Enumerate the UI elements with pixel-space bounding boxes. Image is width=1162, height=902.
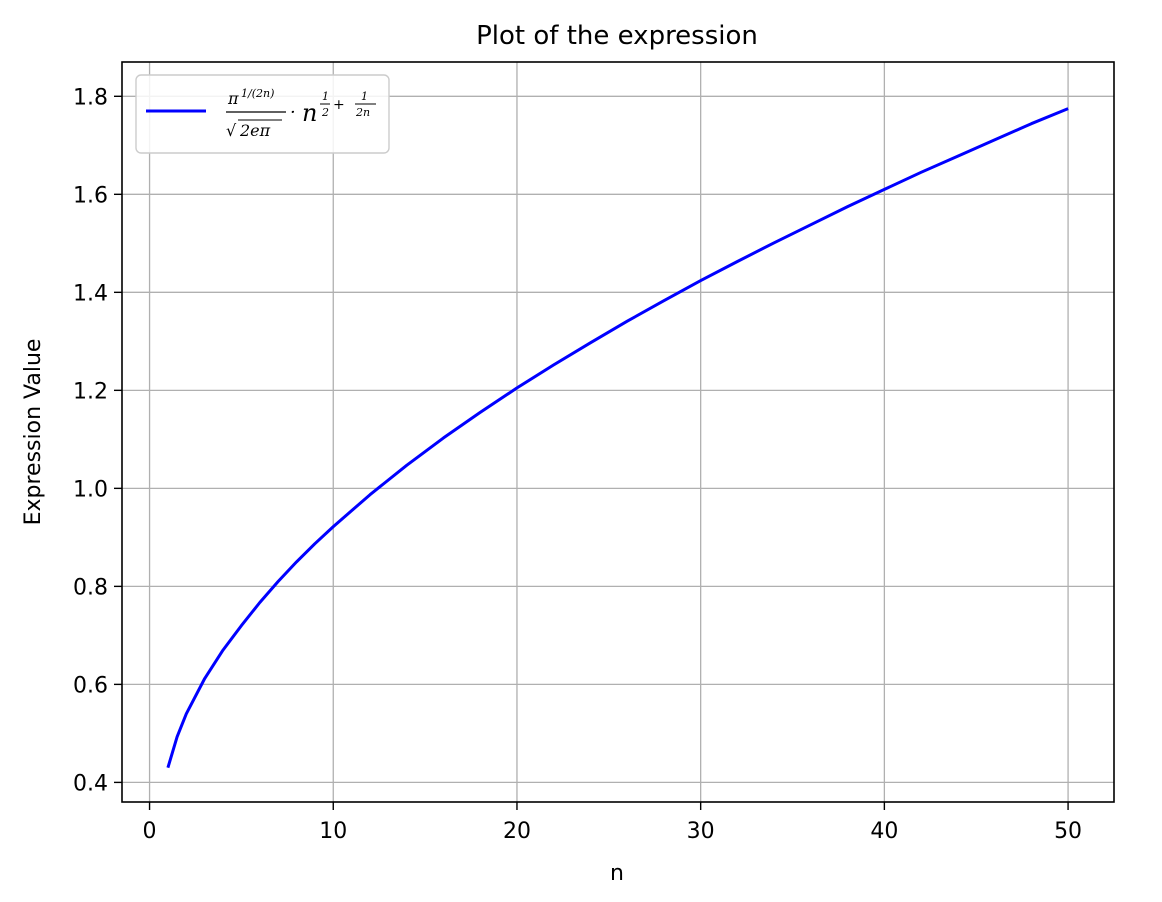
series-line (166, 107, 1069, 769)
svg-text:+: + (333, 97, 345, 113)
x-tick-label: 10 (319, 819, 347, 844)
y-tick-label: 1.6 (73, 183, 108, 208)
y-tick-label: 1.8 (73, 85, 108, 110)
x-tick-label: 30 (687, 819, 715, 844)
legend: π 1/(2n) √ 2eπ · n 1 2 + 1 2n (135, 74, 390, 154)
legend-box (135, 74, 390, 154)
x-tick-label: 20 (503, 819, 531, 844)
x-tick-label: 40 (870, 819, 898, 844)
svg-text:1: 1 (322, 90, 329, 103)
svg-text:1: 1 (361, 90, 368, 103)
y-tick-label: 1.0 (73, 477, 108, 502)
y-axis-label: Expression Value (21, 339, 46, 526)
svg-text:n: n (302, 99, 317, 127)
series-lines (166, 107, 1069, 769)
y-tick-label: 0.6 (73, 673, 108, 698)
x-tick-label: 50 (1054, 819, 1082, 844)
y-tick-label: 0.8 (73, 575, 108, 600)
svg-text:2eπ: 2eπ (239, 121, 271, 140)
x-tick-label: 0 (143, 819, 157, 844)
y-axis-ticks: 0.4 0.6 0.8 1.0 1.2 1.4 1.6 1.8 (73, 85, 122, 796)
y-tick-label: 1.2 (73, 379, 108, 404)
svg-text:2: 2 (321, 106, 329, 119)
svg-text:1/(2n): 1/(2n) (241, 87, 274, 100)
y-tick-label: 0.4 (73, 771, 108, 796)
grid-lines (122, 62, 1114, 802)
svg-text:√: √ (226, 121, 237, 140)
svg-text:·: · (290, 102, 296, 123)
chart-title: Plot of the expression (476, 21, 758, 51)
svg-text:2n: 2n (355, 106, 370, 119)
legend-label-formula: π 1/(2n) √ 2eπ · n 1 2 + 1 2n (226, 87, 376, 140)
svg-text:π: π (227, 89, 239, 108)
y-tick-label: 1.4 (73, 281, 108, 306)
plot-area-frame (121, 61, 1115, 803)
x-axis-label: n (610, 861, 624, 886)
x-axis-ticks: 0 10 20 30 40 50 (143, 802, 1082, 844)
